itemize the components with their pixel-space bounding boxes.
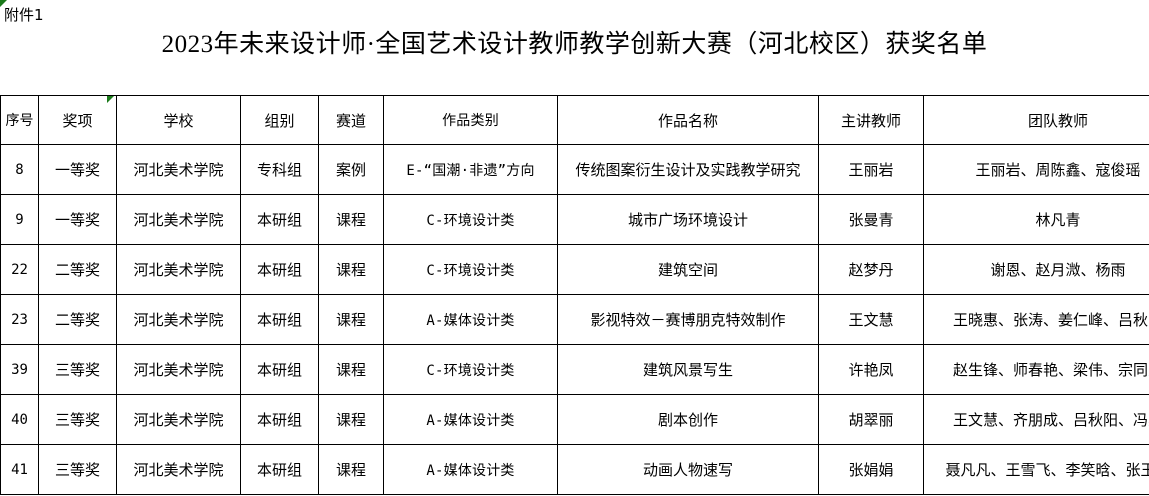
cell-award: 一等奖 xyxy=(38,194,117,245)
table-row: 41 三等奖 河北美术学院 本研组 课程 A-媒体设计类 动画人物速写 张娟娟 … xyxy=(0,444,1149,495)
column-header-school: 学校 xyxy=(116,95,241,145)
cell-track: 课程 xyxy=(318,344,384,395)
table-row: 40 三等奖 河北美术学院 本研组 课程 A-媒体设计类 剧本创作 胡翠丽 王文… xyxy=(0,394,1149,445)
cell-track: 课程 xyxy=(318,394,384,445)
cell-group: 本研组 xyxy=(240,394,319,445)
cell-lead: 张曼青 xyxy=(818,194,924,245)
cell-school: 河北美术学院 xyxy=(116,344,241,395)
cell-lead: 胡翠丽 xyxy=(818,394,924,445)
table-row: 9 一等奖 河北美术学院 本研组 课程 C-环境设计类 城市广场环境设计 张曼青… xyxy=(0,194,1149,245)
cell-track: 课程 xyxy=(318,244,384,295)
cell-school: 河北美术学院 xyxy=(116,194,241,245)
table-header-row: 序号 奖项 学校 组别 赛道 作品类别 作品名称 主讲教师 团队教师 xyxy=(0,95,1149,145)
cell-team: 王文慧、齐朋成、吕秋阳、冯宾 xyxy=(923,394,1149,445)
cell-index: 39 xyxy=(0,344,39,395)
cell-school: 河北美术学院 xyxy=(116,244,241,295)
column-header-index: 序号 xyxy=(0,95,39,145)
cell-group: 本研组 xyxy=(240,344,319,395)
cell-award: 三等奖 xyxy=(38,444,117,495)
column-header-category: 作品类别 xyxy=(383,95,558,145)
cell-index: 8 xyxy=(0,144,39,195)
comment-marker-school-icon xyxy=(107,96,114,103)
page-title: 2023年未来设计师·全国艺术设计教师教学创新大赛（河北校区）获奖名单 xyxy=(161,31,988,58)
cell-team: 聂凡凡、王雪飞、李笑晗、张玉国 xyxy=(923,444,1149,495)
cell-category: A-媒体设计类 xyxy=(383,394,558,445)
cell-school: 河北美术学院 xyxy=(116,144,241,195)
comment-marker-page-icon xyxy=(0,0,7,7)
table-row: 8 一等奖 河北美术学院 专科组 案例 E-“国潮·非遗”方向 传统图案衍生设计… xyxy=(0,144,1149,195)
cell-award: 三等奖 xyxy=(38,344,117,395)
cell-track: 课程 xyxy=(318,194,384,245)
cell-work: 传统图案衍生设计及实践教学研究 xyxy=(557,144,819,195)
column-header-work: 作品名称 xyxy=(557,95,819,145)
cell-track: 案例 xyxy=(318,144,384,195)
table-row: 22 二等奖 河北美术学院 本研组 课程 C-环境设计类 建筑空间 赵梦丹 谢恩… xyxy=(0,244,1149,295)
cell-index: 22 xyxy=(0,244,39,295)
cell-lead: 王丽岩 xyxy=(818,144,924,195)
table-row: 39 三等奖 河北美术学院 本研组 课程 C-环境设计类 建筑风景写生 许艳凤 … xyxy=(0,344,1149,395)
cell-category: C-环境设计类 xyxy=(383,194,558,245)
cell-team: 王晓惠、张涛、姜仁峰、吕秋阳 xyxy=(923,294,1149,345)
cell-track: 课程 xyxy=(318,294,384,345)
cell-category: C-环境设计类 xyxy=(383,344,558,395)
cell-lead: 王文慧 xyxy=(818,294,924,345)
cell-category: C-环境设计类 xyxy=(383,244,558,295)
column-header-team: 团队教师 xyxy=(923,95,1149,145)
cell-lead: 许艳凤 xyxy=(818,344,924,395)
cell-group: 本研组 xyxy=(240,444,319,495)
cell-lead: 赵梦丹 xyxy=(818,244,924,295)
cell-work: 城市广场环境设计 xyxy=(557,194,819,245)
cell-category: E-“国潮·非遗”方向 xyxy=(383,144,558,195)
cell-school: 河北美术学院 xyxy=(116,294,241,345)
award-list-table: 序号 奖项 学校 组别 赛道 作品类别 作品名称 主讲教师 团队教师 8 一等奖… xyxy=(0,95,1149,495)
cell-work: 剧本创作 xyxy=(557,394,819,445)
cell-award: 一等奖 xyxy=(38,144,117,195)
cell-category: A-媒体设计类 xyxy=(383,294,558,345)
cell-group: 本研组 xyxy=(240,244,319,295)
cell-school: 河北美术学院 xyxy=(116,394,241,445)
cell-work: 建筑空间 xyxy=(557,244,819,295)
cell-team: 谢恩、赵月溦、杨雨 xyxy=(923,244,1149,295)
cell-work: 动画人物速写 xyxy=(557,444,819,495)
cell-work: 影视特效－赛博朋克特效制作 xyxy=(557,294,819,345)
cell-group: 本研组 xyxy=(240,294,319,345)
cell-award: 二等奖 xyxy=(38,294,117,345)
cell-team: 赵生锋、师春艳、梁伟、宗同惠 xyxy=(923,344,1149,395)
cell-track: 课程 xyxy=(318,444,384,495)
cell-school: 河北美术学院 xyxy=(116,444,241,495)
cell-group: 本研组 xyxy=(240,194,319,245)
column-header-lead: 主讲教师 xyxy=(818,95,924,145)
column-header-award: 奖项 xyxy=(38,95,117,145)
cell-category: A-媒体设计类 xyxy=(383,444,558,495)
cell-group: 专科组 xyxy=(240,144,319,195)
cell-index: 9 xyxy=(0,194,39,245)
cell-index: 41 xyxy=(0,444,39,495)
column-header-group: 组别 xyxy=(240,95,319,145)
table-body: 序号 奖项 学校 组别 赛道 作品类别 作品名称 主讲教师 团队教师 8 一等奖… xyxy=(0,95,1149,495)
cell-index: 40 xyxy=(0,394,39,445)
cell-award: 二等奖 xyxy=(38,244,117,295)
cell-team: 王丽岩、周陈鑫、寇俊瑶 xyxy=(923,144,1149,195)
cell-work: 建筑风景写生 xyxy=(557,344,819,395)
attachment-label: 附件1 xyxy=(4,6,44,24)
cell-lead: 张娟娟 xyxy=(818,444,924,495)
cell-index: 23 xyxy=(0,294,39,345)
table-row: 23 二等奖 河北美术学院 本研组 课程 A-媒体设计类 影视特效－赛博朋克特效… xyxy=(0,294,1149,345)
cell-award: 三等奖 xyxy=(38,394,117,445)
cell-team: 林凡青 xyxy=(923,194,1149,245)
column-header-track: 赛道 xyxy=(318,95,384,145)
